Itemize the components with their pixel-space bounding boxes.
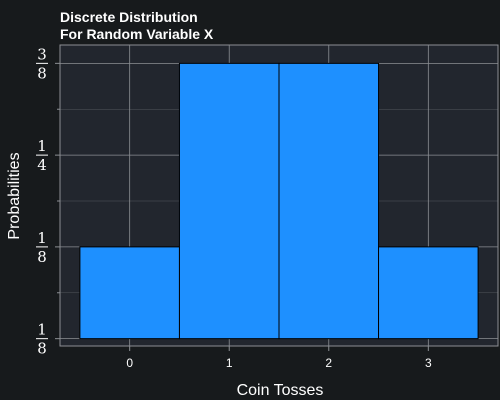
x-tick-label-3: 3 bbox=[425, 356, 432, 370]
y-tick-label: 18 bbox=[36, 321, 48, 358]
y-tick-numerator: 1 bbox=[37, 321, 47, 339]
y-tick-numerator: 1 bbox=[37, 229, 47, 247]
x-tick-label-0: 0 bbox=[126, 356, 133, 370]
plot-frame bbox=[59, 44, 499, 347]
x-axis-label: Coin Tosses bbox=[237, 382, 324, 399]
y-tick-numerator: 3 bbox=[37, 45, 47, 63]
y-tick-label: 14 bbox=[36, 137, 48, 174]
bar-3 bbox=[378, 246, 479, 340]
bars bbox=[79, 62, 479, 340]
y-axis-label: Probabilities bbox=[6, 152, 23, 239]
bar-0 bbox=[79, 246, 180, 340]
y-tick-denominator: 4 bbox=[37, 156, 47, 174]
x-tick-label-2: 2 bbox=[325, 356, 332, 370]
chart-title-line-1: Discrete Distribution bbox=[60, 9, 198, 25]
y-tick-denominator: 8 bbox=[37, 248, 47, 266]
bar-2 bbox=[278, 62, 380, 340]
y-tick-label: 18 bbox=[36, 229, 48, 266]
chart-title-line-2: For Random Variable X bbox=[60, 26, 214, 42]
y-tick-label: 38 bbox=[36, 45, 48, 82]
y-tick-denominator: 8 bbox=[37, 64, 47, 82]
y-tick-denominator: 8 bbox=[37, 340, 47, 358]
y-tick-numerator: 1 bbox=[37, 137, 47, 155]
bar-1 bbox=[178, 62, 280, 340]
x-tick-label-1: 1 bbox=[226, 356, 233, 370]
